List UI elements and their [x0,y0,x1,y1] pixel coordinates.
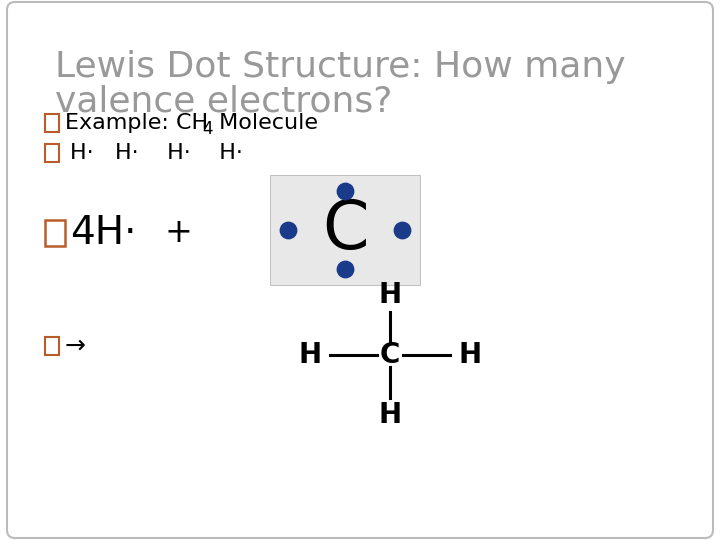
Text: →: → [65,334,86,358]
Bar [270,175,420,285]
Point [282,226,294,234]
Text: 4H·: 4H· [70,214,137,252]
Text: Lewis Dot Structure: How many: Lewis Dot Structure: How many [55,50,626,84]
Point [396,226,408,234]
Text: 4: 4 [202,120,212,138]
Text: H·   H·    H·    H·: H· H· H· H· [70,143,243,163]
Text: Example: CH: Example: CH [65,113,208,133]
Text: H: H [379,401,402,429]
Text: H: H [459,341,482,369]
Text: C: C [380,341,400,369]
Bar [45,220,65,246]
Text: Molecule: Molecule [212,113,318,133]
Point [339,187,351,195]
Text: H: H [298,341,322,369]
Text: C: C [322,197,368,263]
Text: valence electrons?: valence electrons? [55,85,392,119]
Text: H: H [379,281,402,309]
Point [339,265,351,273]
Bar [45,114,59,132]
FancyBboxPatch shape [7,2,713,538]
Text: +: + [165,217,193,249]
Bar [45,337,59,355]
Bar [45,144,59,162]
